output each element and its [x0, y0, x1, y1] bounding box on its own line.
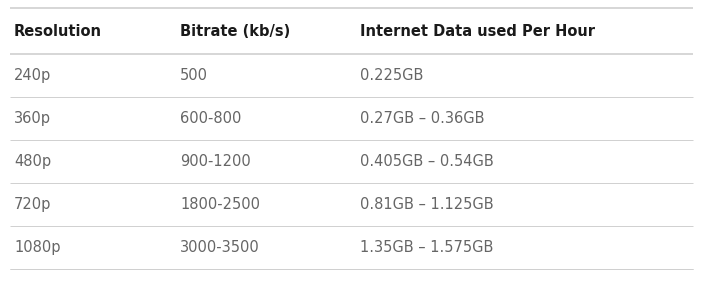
Text: 720p: 720p [14, 197, 51, 212]
Text: 1080p: 1080p [14, 240, 60, 255]
Text: 1800-2500: 1800-2500 [180, 197, 260, 212]
Text: 0.27GB – 0.36GB: 0.27GB – 0.36GB [360, 111, 484, 126]
Text: 0.225GB: 0.225GB [360, 68, 423, 83]
Text: 900-1200: 900-1200 [180, 154, 251, 169]
Text: 500: 500 [180, 68, 208, 83]
Text: 360p: 360p [14, 111, 51, 126]
Text: Bitrate (kb/s): Bitrate (kb/s) [180, 24, 290, 39]
Text: Resolution: Resolution [14, 24, 102, 39]
Text: 600-800: 600-800 [180, 111, 241, 126]
Text: 480p: 480p [14, 154, 51, 169]
Text: 0.81GB – 1.125GB: 0.81GB – 1.125GB [360, 197, 494, 212]
Text: 0.405GB – 0.54GB: 0.405GB – 0.54GB [360, 154, 494, 169]
Text: Internet Data used Per Hour: Internet Data used Per Hour [360, 24, 595, 39]
Text: 3000-3500: 3000-3500 [180, 240, 259, 255]
Text: 1.35GB – 1.575GB: 1.35GB – 1.575GB [360, 240, 494, 255]
Text: 240p: 240p [14, 68, 51, 83]
